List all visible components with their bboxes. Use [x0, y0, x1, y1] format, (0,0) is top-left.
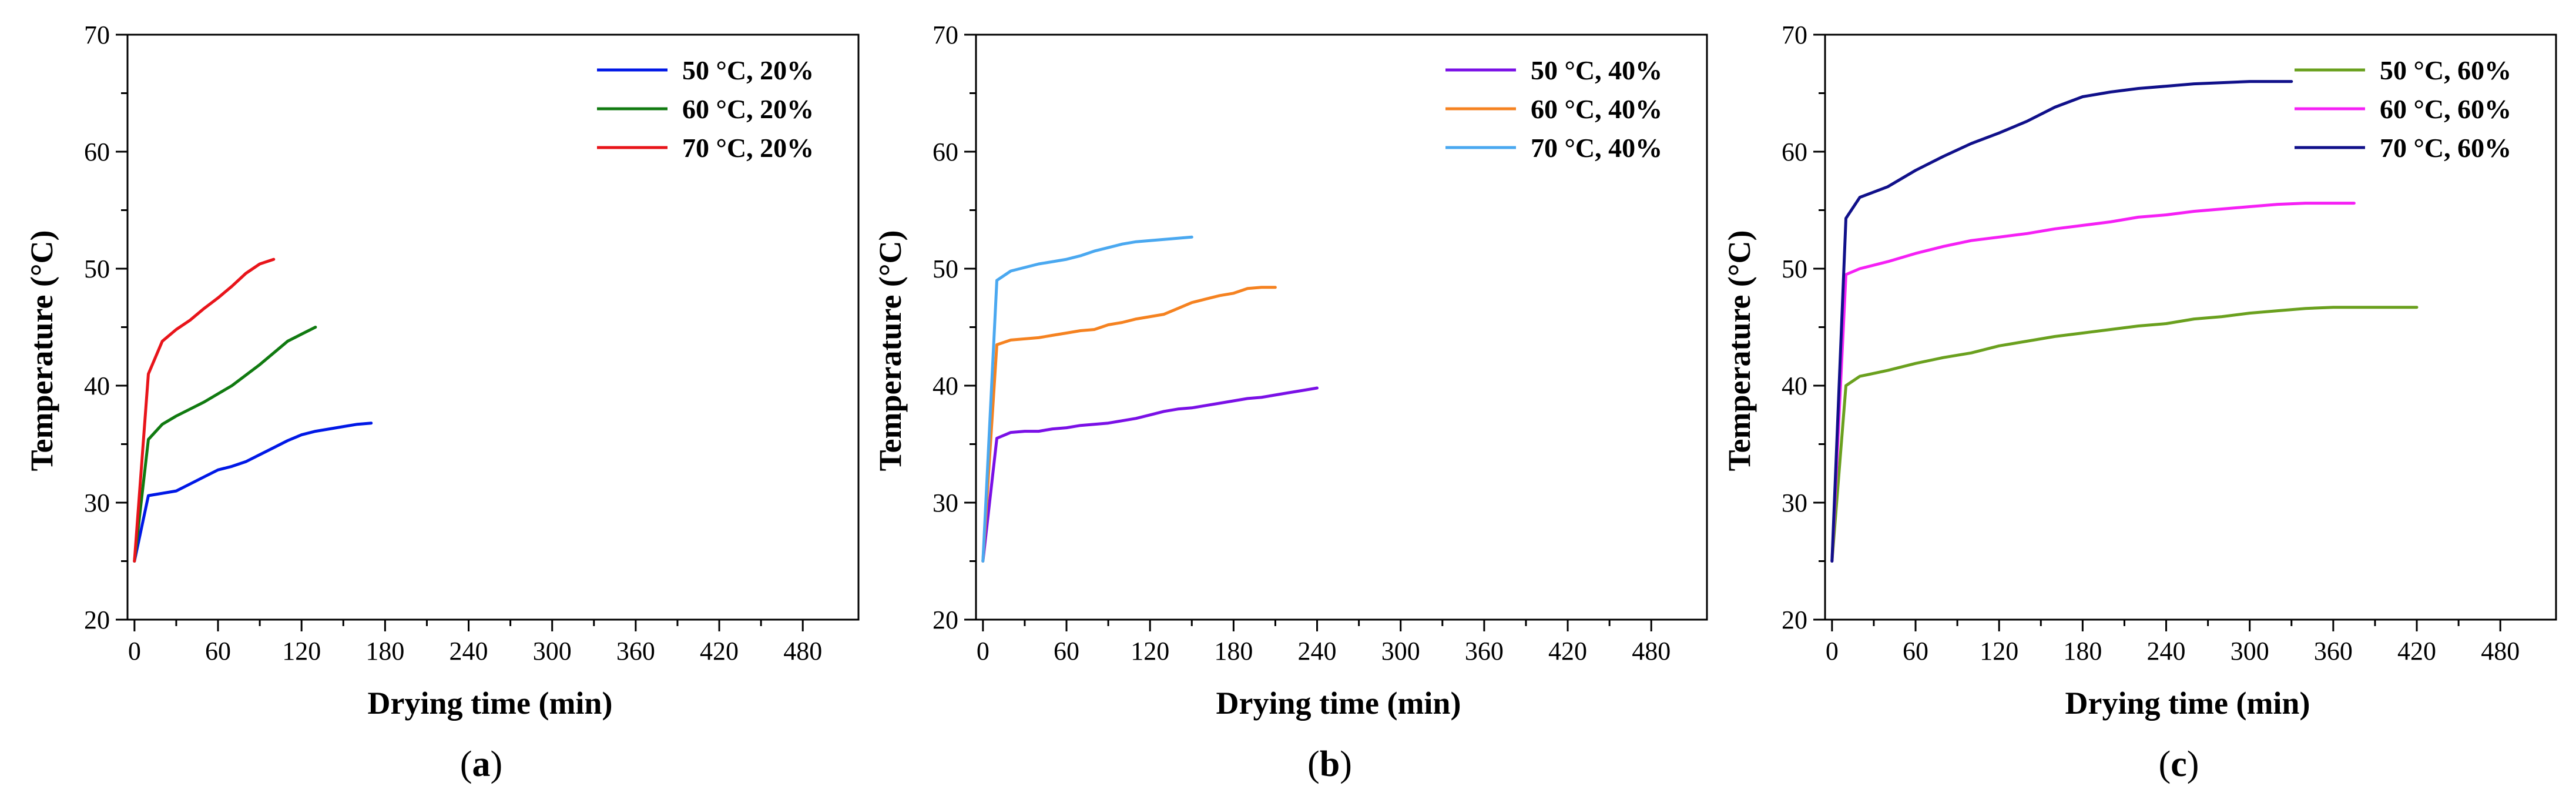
x-tick-label: 0 [1826, 637, 1839, 665]
legend-label-2: 70 °C, 40% [1531, 133, 1662, 163]
y-axis-title: Temperature (°C) [24, 230, 59, 471]
x-tick-label: 180 [1214, 637, 1253, 665]
legend-label-0: 50 °C, 40% [1531, 55, 1662, 85]
x-tick-label: 420 [2397, 637, 2436, 665]
panel-letter: b [1320, 744, 1340, 784]
y-axis-title: Temperature (°C) [1722, 230, 1757, 471]
legend-label-1: 60 °C, 20% [682, 94, 814, 124]
y-tick-label: 70 [1782, 21, 1807, 49]
x-tick-label: 300 [533, 637, 572, 665]
series-line-1 [133, 326, 317, 563]
panel-letter: a [472, 744, 491, 784]
x-tick-label: 480 [2481, 637, 2520, 665]
series-line-1 [1830, 202, 2356, 563]
panel-label: (c) [2159, 744, 2199, 784]
x-tick-label: 60 [1054, 637, 1079, 665]
x-tick-label: 240 [450, 637, 488, 665]
y-tick-label: 20 [1782, 606, 1807, 634]
y-tick-label: 50 [1782, 255, 1807, 283]
x-tick-label: 0 [128, 637, 141, 665]
legend-label-0: 50 °C, 20% [682, 55, 814, 85]
x-tick-label: 360 [1465, 637, 1504, 665]
x-tick-label: 300 [1381, 637, 1420, 665]
y-tick-label: 40 [1782, 372, 1807, 400]
y-tick-label: 20 [84, 606, 110, 634]
chart-panel-b: 0 60 120 180 240 300 360 420 480 20 30 40 50 60 70 Dryi… [873, 21, 1708, 784]
y-tick-label: 20 [933, 606, 958, 634]
x-tick-label: 480 [783, 637, 822, 665]
x-tick-label: 60 [1903, 637, 1928, 665]
series-line-0 [981, 386, 1319, 563]
y-tick-label: 30 [933, 489, 958, 517]
x-tick-label: 120 [1131, 637, 1169, 665]
legend: 50 °C, 20% 60 °C, 20% 70 °C, 20% [597, 55, 814, 163]
x-tick-label: 0 [977, 637, 990, 665]
x-tick-label: 240 [2147, 637, 2186, 665]
y-tick-label: 50 [84, 255, 110, 283]
panel-letter: c [2171, 744, 2187, 784]
legend-label-0: 50 °C, 60% [2380, 55, 2511, 85]
x-tick-label: 240 [1298, 637, 1337, 665]
legend-label-1: 60 °C, 60% [2380, 94, 2511, 124]
legend-label-1: 60 °C, 40% [1531, 94, 1662, 124]
chart-panel-a: 0 60 120 180 240 300 360 420 480 20 30 40 50 60 70 Dryi… [24, 21, 860, 784]
x-tick-label: 180 [2063, 637, 2102, 665]
y-tick-label: 70 [933, 21, 958, 49]
legend-label-2: 70 °C, 60% [2380, 133, 2511, 163]
y-tick-label: 60 [1782, 138, 1807, 166]
legend: 50 °C, 60% 60 °C, 60% 70 °C, 60% [2295, 55, 2511, 163]
series-line-0 [133, 422, 373, 563]
x-tick-label: 60 [205, 637, 231, 665]
series-line-2 [981, 235, 1193, 563]
y-tick-label: 70 [84, 21, 110, 49]
x-tick-label: 360 [2314, 637, 2353, 665]
x-tick-label: 360 [616, 637, 655, 665]
x-tick-label: 120 [1980, 637, 2018, 665]
legend: 50 °C, 40% 60 °C, 40% 70 °C, 40% [1445, 55, 1662, 163]
y-tick-label: 40 [933, 372, 958, 400]
y-tick-label: 60 [933, 138, 958, 166]
y-tick-label: 40 [84, 372, 110, 400]
x-tick-label: 180 [365, 637, 404, 665]
x-axis-title: Drying time (min) [1216, 685, 1461, 721]
series-line-0 [1830, 306, 2419, 563]
series-line-2 [133, 257, 276, 563]
x-axis-title: Drying time (min) [2065, 685, 2310, 721]
y-tick-label: 30 [84, 489, 110, 517]
series-line-1 [981, 286, 1277, 563]
x-axis-title: Drying time (min) [368, 685, 613, 721]
x-tick-label: 420 [1548, 637, 1587, 665]
x-tick-label: 420 [700, 637, 739, 665]
series-line-2 [1830, 80, 2293, 563]
chart-panel-c: 0 60 120 180 240 300 360 420 480 20 30 40 50 60 70 Dryi… [1722, 21, 2557, 784]
legend-label-2: 70 °C, 20% [682, 133, 814, 163]
x-tick-label: 120 [282, 637, 321, 665]
y-tick-label: 30 [1782, 489, 1807, 517]
x-tick-label: 480 [1632, 637, 1671, 665]
y-axis-title: Temperature (°C) [873, 230, 908, 471]
y-tick-label: 50 [933, 255, 958, 283]
y-tick-label: 60 [84, 138, 110, 166]
panel-label: (b) [1307, 744, 1352, 784]
x-tick-label: 300 [2230, 637, 2269, 665]
panel-label: (a) [460, 744, 502, 784]
